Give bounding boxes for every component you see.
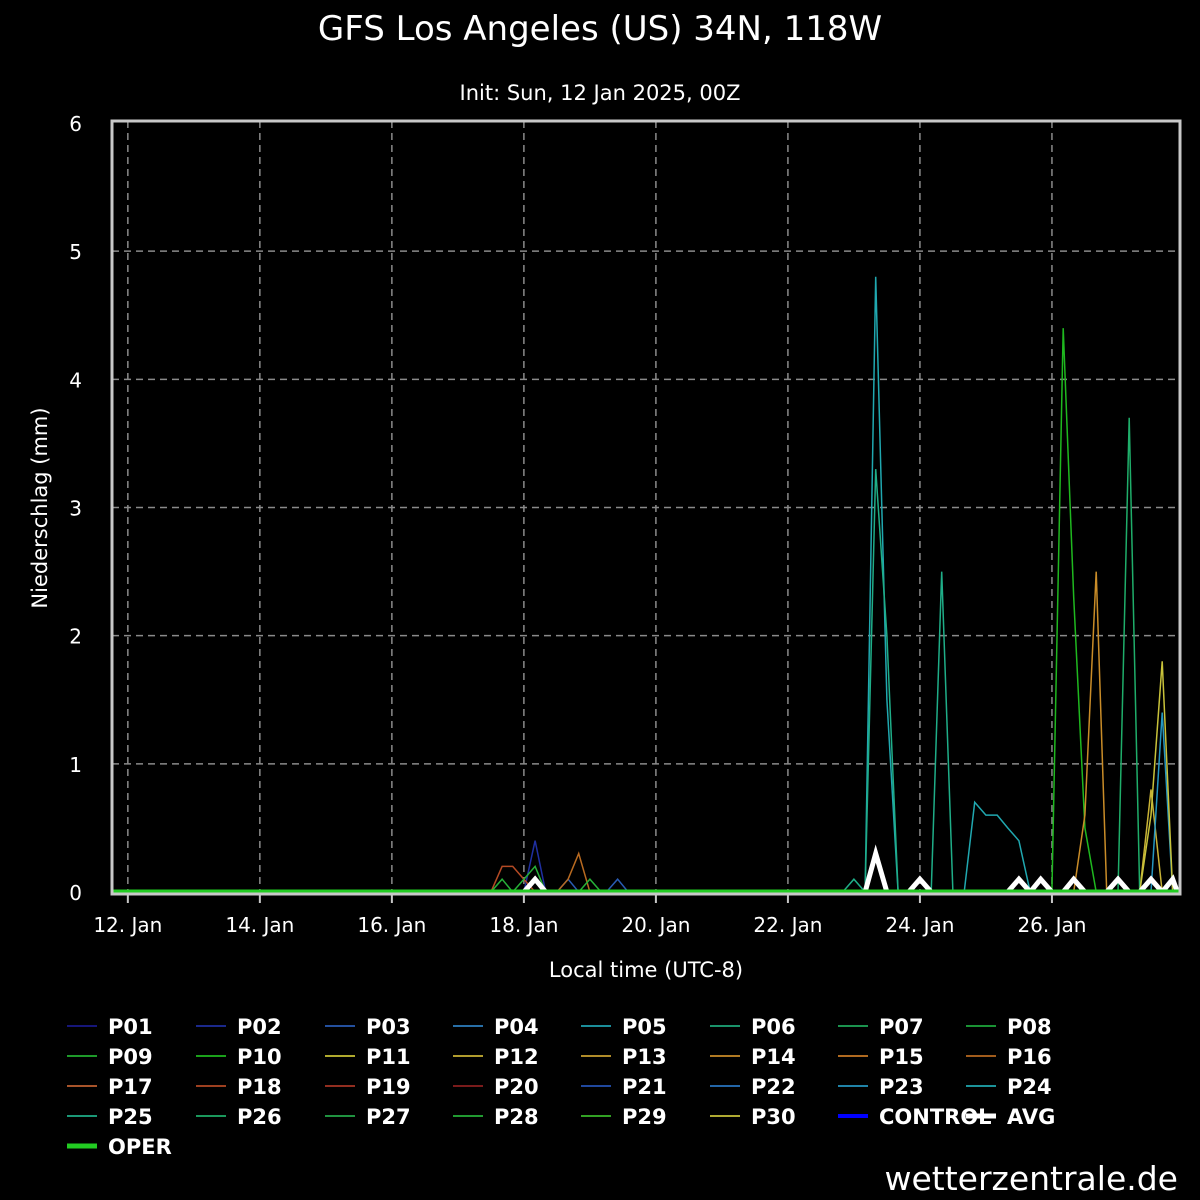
legend-label-p07: P07: [879, 1015, 924, 1039]
plot-frame: [110, 119, 1182, 896]
x-tick-label: 14. Jan: [225, 913, 294, 937]
legend-label-p23: P23: [879, 1075, 924, 1099]
x-tick-label: 24. Jan: [885, 913, 954, 937]
legend-label-p08: P08: [1007, 1015, 1052, 1039]
chart-subtitle: Init: Sun, 12 Jan 2025, 00Z: [460, 81, 741, 105]
legend-label-p25: P25: [108, 1105, 153, 1129]
legend-label-p28: P28: [494, 1105, 539, 1129]
y-tick-label: 2: [69, 625, 82, 649]
legend-label-p11: P11: [366, 1045, 411, 1069]
legend-label-p19: P19: [366, 1075, 411, 1099]
legend-label-p16: P16: [1007, 1045, 1052, 1069]
legend-label-p14: P14: [751, 1045, 796, 1069]
legend-label-p30: P30: [751, 1105, 796, 1129]
legend-label-p12: P12: [494, 1045, 539, 1069]
grid: [112, 121, 1180, 894]
series-line-p25: [114, 469, 1178, 894]
y-tick-label: 3: [69, 497, 82, 521]
legend-label-p01: P01: [108, 1015, 153, 1039]
legend-label-p03: P03: [366, 1015, 411, 1039]
x-tick-label: 12. Jan: [93, 913, 162, 937]
y-axis-ticks: 0 1 2 3 4 5 6: [69, 112, 82, 905]
legend-label-p29: P29: [622, 1105, 667, 1129]
legend-label-p15: P15: [879, 1045, 924, 1069]
y-axis-label: Niederschlag (mm): [28, 407, 52, 608]
x-axis-ticks: 12. Jan 14. Jan 16. Jan 18. Jan 20. Jan 22. J…: [93, 894, 1086, 937]
chart-title: GFS Los Angeles (US) 34N, 118W: [318, 9, 882, 49]
legend-label-p24: P24: [1007, 1075, 1052, 1099]
y-tick-label: 5: [69, 240, 82, 264]
legend-label-avg: AVG: [1007, 1105, 1055, 1129]
legend-label-p27: P27: [366, 1105, 411, 1129]
legend-label-p02: P02: [237, 1015, 282, 1039]
legend-label-p20: P20: [494, 1075, 539, 1099]
y-tick-label: 1: [69, 753, 82, 777]
legend-label-p18: P18: [237, 1075, 282, 1099]
watermark: wetterzentrale.de: [884, 1159, 1178, 1198]
plot-area: [112, 276, 1180, 894]
legend-label-p26: P26: [237, 1105, 282, 1129]
x-tick-label: 18. Jan: [489, 913, 558, 937]
legend-label-p21: P21: [622, 1075, 667, 1099]
legend-label-p06: P06: [751, 1015, 796, 1039]
y-tick-label: 6: [69, 112, 82, 136]
legend-label-p10: P10: [237, 1045, 282, 1069]
y-tick-label: 4: [69, 368, 82, 392]
legend-label-p22: P22: [751, 1075, 796, 1099]
legend: P01 P02 P03 P04 P05 P06 P07 P08 P09 P10 P11 P12 P13 P…: [67, 1015, 1055, 1159]
legend-label-p04: P04: [494, 1015, 539, 1039]
y-tick-label: 0: [69, 881, 82, 905]
legend-label-p17: P17: [108, 1075, 153, 1099]
legend-label-p05: P05: [622, 1015, 667, 1039]
x-tick-label: 26. Jan: [1017, 913, 1086, 937]
series-line-p24: [114, 276, 1178, 893]
x-tick-label: 22. Jan: [753, 913, 822, 937]
legend-label-p13: P13: [622, 1045, 667, 1069]
legend-label-oper: OPER: [108, 1135, 172, 1159]
x-tick-label: 16. Jan: [357, 913, 426, 937]
legend-label-p09: P09: [108, 1045, 153, 1069]
x-tick-label: 20. Jan: [621, 913, 690, 937]
x-axis-label: Local time (UTC-8): [549, 958, 743, 982]
series-lines: [112, 276, 1180, 894]
